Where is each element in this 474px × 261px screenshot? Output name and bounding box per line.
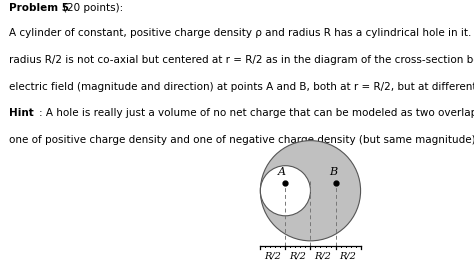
Text: R/2: R/2 — [315, 252, 331, 261]
Text: radius R/2 is not co-axial but centered at r = R/2 as in the diagram of the cros: radius R/2 is not co-axial but centered … — [9, 55, 474, 65]
Text: B: B — [329, 167, 337, 177]
Circle shape — [260, 141, 361, 241]
Text: A: A — [277, 167, 285, 177]
Text: : A hole is really just a volume of no net charge that can be modeled as two ove: : A hole is really just a volume of no n… — [39, 108, 474, 118]
Text: Problem 5: Problem 5 — [9, 3, 70, 13]
Text: one of positive charge density and one of negative charge density (but same magn: one of positive charge density and one o… — [9, 135, 474, 145]
Text: R/2: R/2 — [339, 252, 356, 261]
Text: electric field (magnitude and direction) at points A and B, both at r = R/2, but: electric field (magnitude and direction)… — [9, 81, 474, 92]
Text: A cylinder of constant, positive charge density ρ and radius R has a cylindrical: A cylinder of constant, positive charge … — [9, 28, 474, 38]
Text: R/2: R/2 — [290, 252, 306, 261]
Text: Hint: Hint — [9, 108, 34, 118]
Text: (20 points):: (20 points): — [63, 3, 123, 13]
Text: R/2: R/2 — [264, 252, 282, 261]
Circle shape — [260, 166, 310, 216]
